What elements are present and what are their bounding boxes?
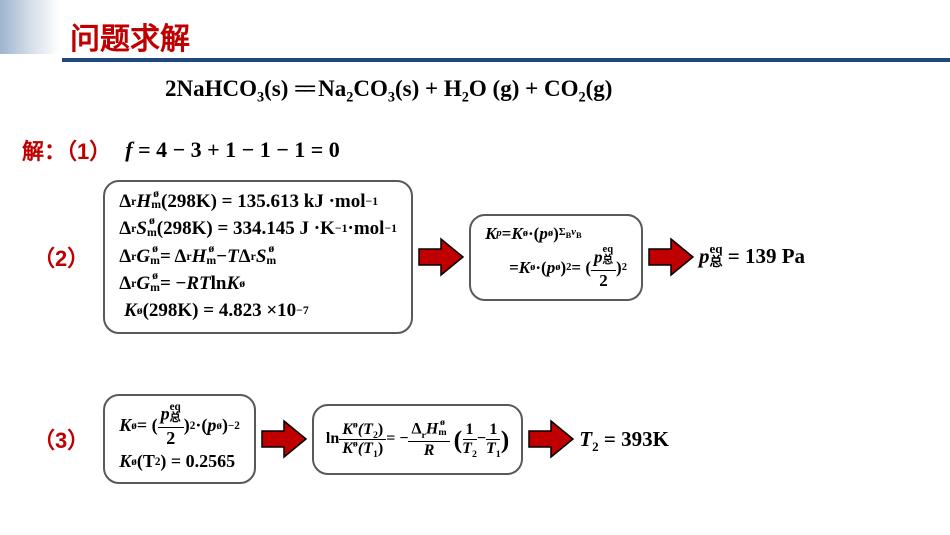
part2-label: （2） <box>33 241 89 273</box>
part2-result: peq总 = 139 Pa <box>699 244 805 271</box>
part3-box2: ln Kø(T2)Kø(T1) = − ΔrHømR (1T2 − 1T1) <box>312 404 523 475</box>
part2-box2: Kp = Kø ·(pø)ΣBνB = Kø ·(pø)2 = (peq总2)2 <box>469 214 643 301</box>
box2-line2: = Kø ·(pø)2 = (peq总2)2 <box>485 248 627 289</box>
p3box1-line2: Kø(T2) = 0.2565 <box>119 451 240 472</box>
p3box2-line: ln Kø(T2)Kø(T1) = − ΔrHømR (1T2 − 1T1) <box>326 420 509 459</box>
box2-line1: Kp = Kø ·(pø)ΣBνB <box>485 224 627 244</box>
header-rule <box>0 58 950 62</box>
page-title: 问题求解 <box>70 14 190 58</box>
arrow-icon <box>417 237 465 277</box>
box1-line2: ΔrSøm(298K) = 334.145 J ·K−1 ·mol−1 <box>119 218 397 242</box>
arrow-icon <box>647 237 695 277</box>
p3box1-line1: Kø = (peq总2)2 ·(pø)−2 <box>119 404 240 447</box>
part3-result: T2 = 393K <box>579 427 669 452</box>
part2-box1: ΔrHøm(298K) = 135.613 kJ ·mol−1 ΔrSøm(29… <box>103 180 413 334</box>
box1-line1: ΔrHøm(298K) = 135.613 kJ ·mol−1 <box>119 190 397 214</box>
part1-row: 解：（1） f = 4 − 3 + 1 − 1 − 1 = 0 <box>22 134 340 166</box>
part3-row: （3） Kø = (peq总2)2 ·(pø)−2 Kø(T2) = 0.256… <box>33 394 669 484</box>
arrow-icon <box>260 419 308 459</box>
arrow-icon <box>527 419 575 459</box>
box1-line3: ΔrGøm = ΔrHøm − TΔrSøm <box>119 245 397 269</box>
part2-row: （2） ΔrHøm(298K) = 135.613 kJ ·mol−1 ΔrSø… <box>33 180 805 334</box>
part3-label: （3） <box>33 423 89 455</box>
reaction-equation: 2NaHCO3(s) == Na2CO3(s) + H2O (g) + CO2(… <box>165 76 612 102</box>
header-gradient <box>0 0 60 54</box>
box1-line4: ΔrGøm = − RT ln Kø <box>119 273 397 297</box>
part1-label: 解：（1） <box>22 134 111 166</box>
part3-box1: Kø = (peq总2)2 ·(pø)−2 Kø(T2) = 0.2565 <box>103 394 256 484</box>
box1-line5: Kø(298K) = 4.823 ×10−7 <box>119 300 397 322</box>
part1-expr: f = 4 − 3 + 1 − 1 − 1 = 0 <box>125 137 340 163</box>
